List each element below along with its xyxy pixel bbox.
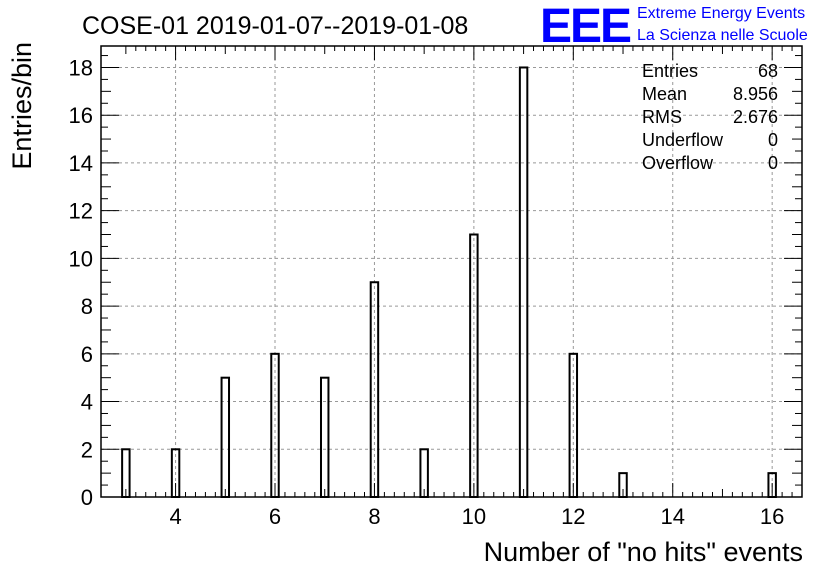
chart-title: COSE-01 2019-01-07--2019-01-08 xyxy=(82,12,468,40)
plot-frame xyxy=(100,45,803,498)
y-tick-label: 4 xyxy=(81,390,93,415)
eee-logo: EEE Extreme Energy Events La Scienza nel… xyxy=(540,0,808,53)
y-tick-label: 16 xyxy=(69,103,93,128)
stats-value: 8.956 xyxy=(733,84,778,104)
y-tick-label: 10 xyxy=(69,246,93,271)
bars xyxy=(121,66,777,499)
x-tick-label: 12 xyxy=(561,504,585,529)
y-tick-label: 18 xyxy=(69,55,93,80)
grid xyxy=(101,46,802,497)
stats-label: Entries xyxy=(642,61,698,81)
logo-line2: La Scienza nelle Scuole xyxy=(637,27,808,44)
y-tick-label: 2 xyxy=(81,437,93,462)
x-tick-label: 8 xyxy=(368,504,380,529)
x-tick-label: 6 xyxy=(269,504,281,529)
logo-line1: Extreme Energy Events xyxy=(637,5,805,22)
x-axis-label: Number of "no hits" events xyxy=(484,537,803,567)
x-tick-label: 4 xyxy=(169,504,181,529)
histogram-bar xyxy=(319,376,330,499)
y-tick-label: 14 xyxy=(69,151,93,176)
stats-label: RMS xyxy=(642,107,682,127)
histogram-bar xyxy=(518,66,529,498)
x-tick-label: 16 xyxy=(760,504,784,529)
stats-box: Entries 68 Mean 8.956 RMS 2.676 Underflow 0 Over… xyxy=(642,61,778,173)
x-tick-label: 14 xyxy=(660,504,684,529)
y-axis-label: Entries/bin xyxy=(7,42,37,170)
histogram-bar xyxy=(220,376,231,499)
stats-value: 0 xyxy=(768,153,778,173)
x-tick-label: 10 xyxy=(462,504,486,529)
stats-label: Mean xyxy=(642,84,687,104)
stats-label: Overflow xyxy=(642,153,714,173)
stats-label: Underflow xyxy=(642,130,724,150)
stats-value: 2.676 xyxy=(733,107,778,127)
y-tick-label: 0 xyxy=(81,485,93,510)
stats-value: 0 xyxy=(768,130,778,150)
stats-value: 68 xyxy=(758,61,778,81)
y-tick-label: 12 xyxy=(69,199,93,224)
y-tick-label: 6 xyxy=(81,342,93,367)
y-tick-label: 8 xyxy=(81,294,93,319)
logo-letters: EEE xyxy=(540,0,631,53)
